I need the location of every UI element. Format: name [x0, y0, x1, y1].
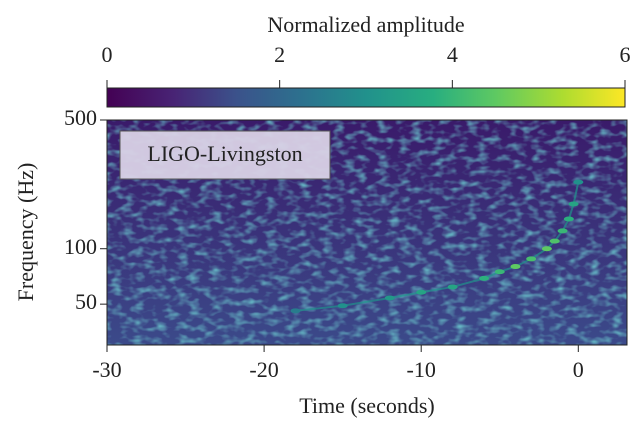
y-tick-label: 100: [64, 234, 97, 259]
colorbar-tick-label: 0: [102, 42, 113, 67]
y-tick-label: 500: [64, 105, 97, 130]
colorbar-tick-label: 6: [620, 42, 631, 67]
chirp-pixel: [479, 275, 490, 281]
chirp-pixel: [557, 228, 568, 234]
y-axis-label: Frequency (Hz): [13, 163, 38, 302]
annotation-box: [119, 130, 331, 180]
chirp-pixel: [568, 201, 579, 207]
plot-frame: [106, 119, 628, 346]
y-tick-label: 50: [75, 289, 97, 314]
x-tick-label: -20: [249, 357, 278, 382]
chirp-pixel: [416, 289, 427, 295]
x-tick-label: -30: [92, 357, 121, 382]
x-axis-label: Time (seconds): [299, 393, 434, 418]
colorbar-title: Normalized amplitude: [267, 12, 464, 37]
chirp-pixel: [541, 246, 552, 252]
chirp-pixel: [494, 269, 505, 275]
chirp-pixel: [337, 303, 348, 309]
chirp-pixel: [447, 284, 458, 290]
chirp-pixel: [526, 256, 537, 262]
chirp-pixel: [563, 216, 574, 222]
x-tick-label: 0: [573, 357, 584, 382]
chirp-pixel: [573, 179, 584, 185]
colorbar: [106, 87, 626, 108]
chirp-pixel: [510, 264, 521, 270]
x-tick-label: -10: [407, 357, 436, 382]
colorbar-tick-label: 2: [274, 42, 285, 67]
chirp-pixel: [290, 308, 301, 314]
chirp-pixel: [549, 238, 560, 244]
colorbar-tick-label: 4: [447, 42, 458, 67]
annotation: LIGO-Livingston: [147, 141, 302, 166]
chirp-pixel: [384, 295, 395, 301]
